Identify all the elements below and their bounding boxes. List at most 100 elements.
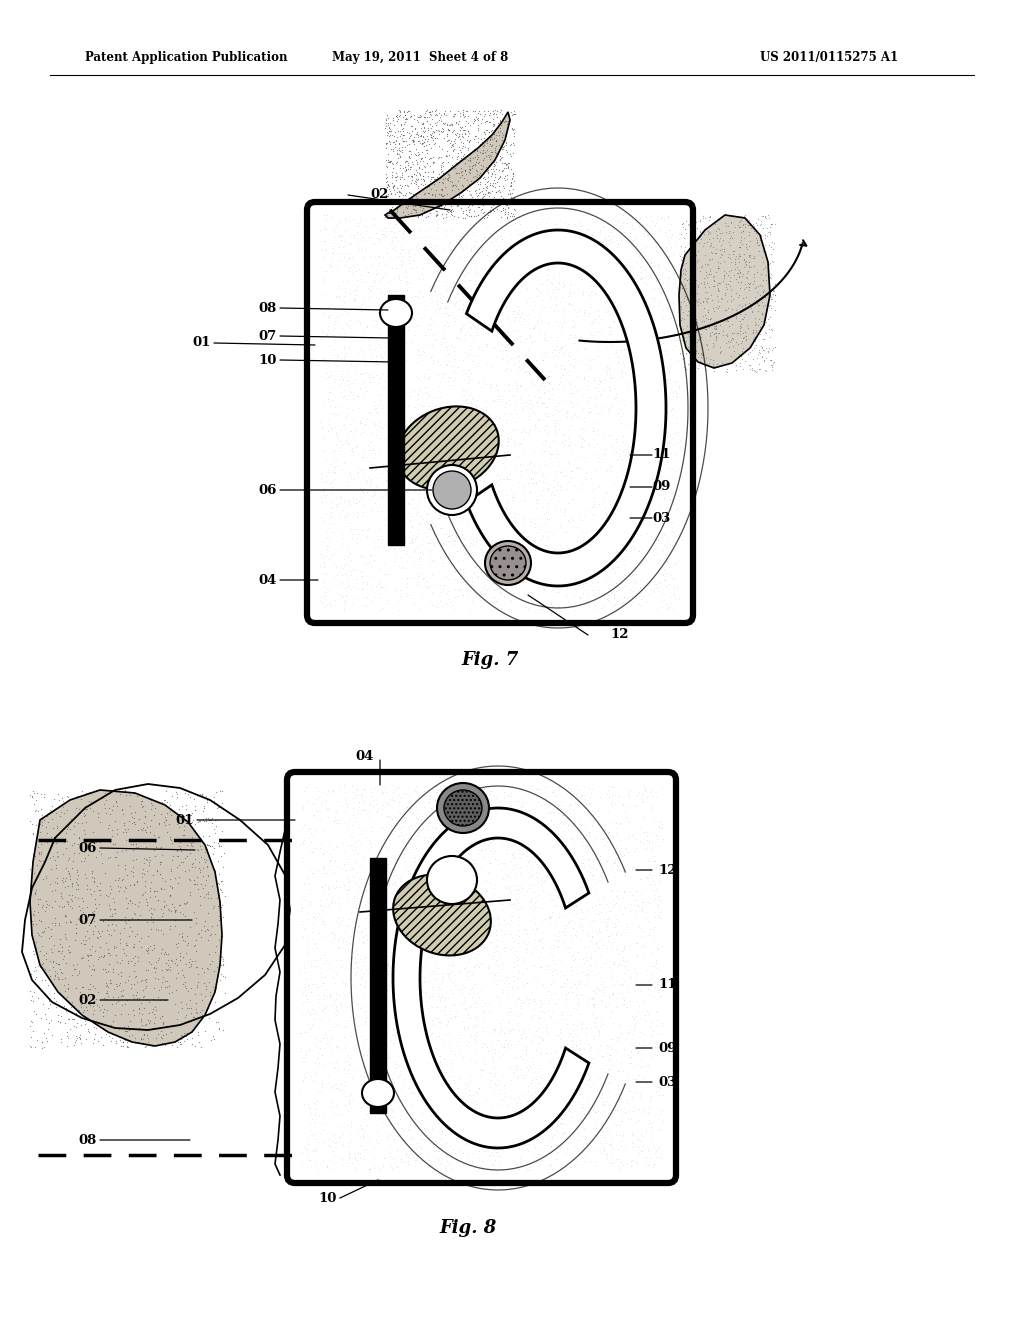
Point (510, 434, 526, 455)
Point (463, 533, 479, 554)
Point (742, 257, 759, 279)
Point (72, 1006, 88, 1027)
Point (366, 1045, 382, 1067)
Point (33, 911, 49, 932)
Point (479, 549, 496, 570)
Point (664, 224, 680, 246)
Point (565, 804, 582, 825)
Point (508, 879, 524, 900)
Point (429, 1072, 445, 1093)
Point (403, 1010, 420, 1031)
Point (383, 970, 399, 991)
Point (301, 991, 317, 1012)
Point (651, 865, 668, 886)
Point (375, 953, 391, 974)
Point (411, 107, 427, 128)
Point (649, 409, 666, 430)
Point (476, 308, 493, 329)
Point (386, 271, 402, 292)
Point (420, 1043, 436, 1064)
Point (500, 197, 516, 218)
Point (331, 929, 347, 950)
Point (352, 459, 369, 480)
Point (336, 776, 352, 797)
Point (540, 421, 556, 442)
Point (506, 846, 522, 867)
Point (459, 416, 475, 437)
Point (505, 482, 521, 503)
Point (164, 785, 180, 807)
Point (510, 446, 526, 467)
Point (400, 585, 417, 606)
Point (164, 876, 180, 898)
Point (469, 161, 485, 182)
Point (360, 517, 377, 539)
Point (506, 385, 522, 407)
Point (631, 1142, 647, 1163)
Point (461, 269, 477, 290)
Point (554, 795, 570, 816)
Point (422, 925, 438, 946)
Point (464, 964, 480, 985)
Point (456, 477, 472, 498)
Point (399, 952, 416, 973)
Point (427, 789, 443, 810)
Point (534, 566, 550, 587)
Point (500, 432, 516, 453)
Point (561, 1023, 578, 1044)
Point (552, 1113, 568, 1134)
Point (666, 242, 682, 263)
Point (489, 1030, 506, 1051)
Point (462, 1007, 478, 1028)
Point (522, 1072, 539, 1093)
Point (613, 362, 630, 383)
Point (504, 574, 520, 595)
Point (391, 137, 408, 158)
Point (514, 302, 530, 323)
Point (393, 1148, 410, 1170)
Point (390, 1055, 407, 1076)
Point (464, 1016, 480, 1038)
Point (478, 160, 495, 181)
Point (673, 298, 689, 319)
Point (157, 807, 173, 828)
Point (369, 1069, 385, 1090)
Point (496, 160, 512, 181)
Point (481, 455, 498, 477)
Point (472, 447, 488, 469)
Point (53, 882, 70, 903)
Point (650, 1076, 667, 1097)
Point (629, 363, 645, 384)
Point (73, 997, 89, 1018)
Point (374, 916, 390, 937)
Point (403, 115, 420, 136)
Point (395, 1138, 412, 1159)
Point (562, 829, 579, 850)
Point (408, 165, 424, 186)
Point (395, 829, 412, 850)
Point (343, 1111, 359, 1133)
Point (303, 891, 319, 912)
Point (460, 498, 476, 519)
Point (722, 267, 738, 288)
Point (484, 843, 501, 865)
Point (327, 928, 343, 949)
Point (168, 979, 184, 1001)
Point (321, 797, 337, 818)
Point (640, 442, 656, 463)
Point (696, 271, 713, 292)
Point (459, 388, 475, 409)
Point (461, 174, 477, 195)
Point (585, 310, 601, 331)
Point (498, 239, 514, 260)
Point (754, 346, 770, 367)
Point (451, 941, 467, 962)
Point (762, 224, 778, 246)
Point (586, 1028, 602, 1049)
Point (549, 887, 565, 908)
Point (130, 908, 146, 929)
Point (395, 100, 412, 121)
Point (355, 1126, 372, 1147)
Point (605, 983, 622, 1005)
Point (386, 995, 402, 1016)
